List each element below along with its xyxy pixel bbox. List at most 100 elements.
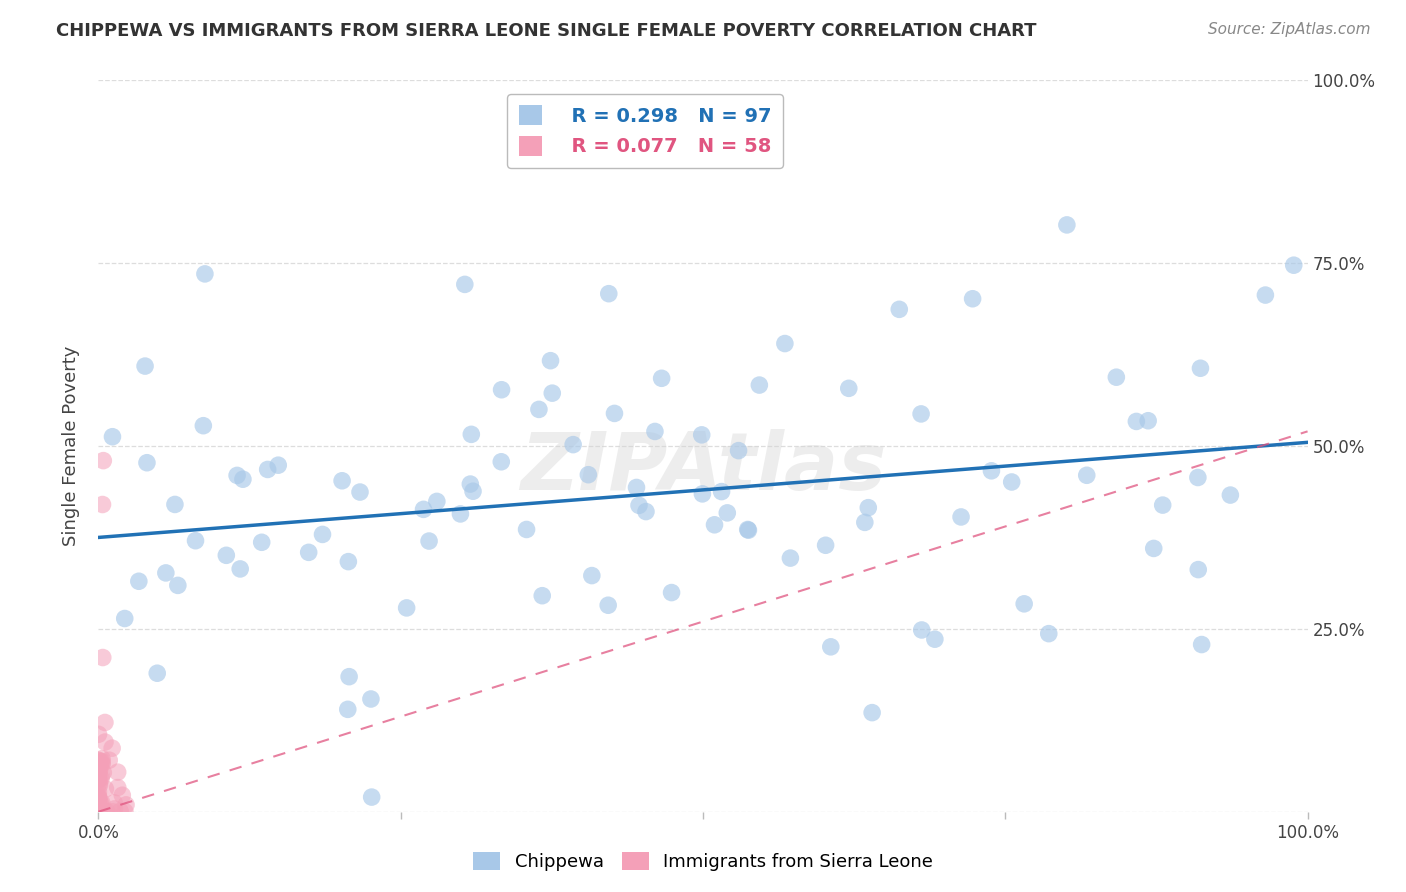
Chippewa — [1038, 626, 1060, 640]
Chippewa — [853, 516, 876, 530]
Immigrants from Sierra Leone — [90, 772, 112, 786]
Immigrants from Sierra Leone — [87, 757, 110, 772]
Chippewa — [1254, 288, 1277, 302]
Chippewa — [710, 484, 733, 499]
Chippewa — [395, 601, 418, 615]
Chippewa — [194, 267, 217, 281]
Chippewa — [581, 568, 603, 582]
Immigrants from Sierra Leone — [87, 762, 110, 776]
Chippewa — [337, 555, 360, 569]
Immigrants from Sierra Leone — [91, 498, 114, 512]
Immigrants from Sierra Leone — [87, 753, 110, 767]
Immigrants from Sierra Leone — [87, 767, 110, 781]
Chippewa — [256, 462, 278, 476]
Chippewa — [1143, 541, 1166, 556]
Chippewa — [911, 623, 934, 637]
Chippewa — [146, 666, 169, 681]
Chippewa — [598, 599, 620, 613]
Immigrants from Sierra Leone — [87, 804, 110, 818]
Immigrants from Sierra Leone — [87, 727, 110, 741]
Chippewa — [134, 359, 156, 373]
Chippewa — [163, 498, 186, 512]
Immigrants from Sierra Leone — [103, 802, 125, 816]
Legend: Chippewa, Immigrants from Sierra Leone: Chippewa, Immigrants from Sierra Leone — [465, 845, 941, 879]
Immigrants from Sierra Leone — [87, 766, 110, 780]
Chippewa — [1187, 470, 1209, 484]
Chippewa — [184, 533, 207, 548]
Immigrants from Sierra Leone — [90, 755, 112, 769]
Chippewa — [232, 472, 254, 486]
Chippewa — [1219, 488, 1241, 502]
Chippewa — [541, 386, 564, 401]
Chippewa — [250, 535, 273, 549]
Chippewa — [727, 443, 749, 458]
Immigrants from Sierra Leone — [91, 453, 114, 467]
Chippewa — [311, 527, 333, 541]
Chippewa — [814, 538, 837, 552]
Immigrants from Sierra Leone — [91, 752, 114, 766]
Chippewa — [540, 353, 562, 368]
Chippewa — [924, 632, 946, 647]
Chippewa — [136, 456, 159, 470]
Immigrants from Sierra Leone — [87, 805, 110, 819]
Immigrants from Sierra Leone — [90, 796, 112, 810]
Chippewa — [155, 566, 177, 580]
Text: CHIPPEWA VS IMMIGRANTS FROM SIERRA LEONE SINGLE FEMALE POVERTY CORRELATION CHART: CHIPPEWA VS IMMIGRANTS FROM SIERRA LEONE… — [56, 22, 1036, 40]
Chippewa — [748, 378, 770, 392]
Immigrants from Sierra Leone — [98, 753, 121, 767]
Chippewa — [980, 464, 1002, 478]
Immigrants from Sierra Leone — [114, 805, 136, 819]
Y-axis label: Single Female Poverty: Single Female Poverty — [62, 346, 80, 546]
Chippewa — [460, 477, 482, 491]
Chippewa — [1125, 414, 1147, 428]
Immigrants from Sierra Leone — [101, 741, 124, 756]
Immigrants from Sierra Leone — [87, 776, 110, 790]
Chippewa — [1076, 468, 1098, 483]
Chippewa — [491, 383, 513, 397]
Immigrants from Sierra Leone — [108, 804, 131, 818]
Immigrants from Sierra Leone — [87, 785, 110, 799]
Chippewa — [858, 500, 880, 515]
Chippewa — [661, 585, 683, 599]
Immigrants from Sierra Leone — [115, 797, 138, 812]
Chippewa — [1137, 414, 1160, 428]
Immigrants from Sierra Leone — [101, 805, 124, 819]
Chippewa — [454, 277, 477, 292]
Chippewa — [461, 484, 484, 499]
Chippewa — [491, 455, 513, 469]
Chippewa — [360, 692, 382, 706]
Chippewa — [703, 517, 725, 532]
Chippewa — [101, 430, 124, 444]
Chippewa — [418, 534, 440, 549]
Chippewa — [962, 292, 984, 306]
Immigrants from Sierra Leone — [91, 757, 114, 772]
Chippewa — [531, 589, 554, 603]
Immigrants from Sierra Leone — [91, 765, 114, 780]
Chippewa — [562, 437, 585, 451]
Chippewa — [1056, 218, 1078, 232]
Chippewa — [1189, 361, 1212, 376]
Immigrants from Sierra Leone — [107, 780, 129, 795]
Immigrants from Sierra Leone — [94, 715, 117, 730]
Immigrants from Sierra Leone — [111, 789, 134, 803]
Immigrants from Sierra Leone — [87, 789, 110, 803]
Chippewa — [626, 480, 648, 494]
Chippewa — [337, 670, 360, 684]
Chippewa — [1012, 597, 1035, 611]
Immigrants from Sierra Leone — [91, 805, 114, 819]
Legend:   R = 0.298   N = 97,   R = 0.077   N = 58: R = 0.298 N = 97, R = 0.077 N = 58 — [508, 94, 783, 168]
Chippewa — [166, 578, 188, 592]
Chippewa — [516, 523, 538, 537]
Immigrants from Sierra Leone — [107, 765, 129, 780]
Chippewa — [1282, 258, 1305, 272]
Chippewa — [336, 702, 359, 716]
Chippewa — [193, 418, 215, 433]
Immigrants from Sierra Leone — [103, 796, 125, 810]
Chippewa — [527, 402, 550, 417]
Text: ZIPAtlas: ZIPAtlas — [520, 429, 886, 507]
Immigrants from Sierra Leone — [87, 798, 110, 813]
Chippewa — [215, 549, 238, 563]
Chippewa — [412, 502, 434, 516]
Immigrants from Sierra Leone — [89, 797, 111, 811]
Chippewa — [779, 551, 801, 566]
